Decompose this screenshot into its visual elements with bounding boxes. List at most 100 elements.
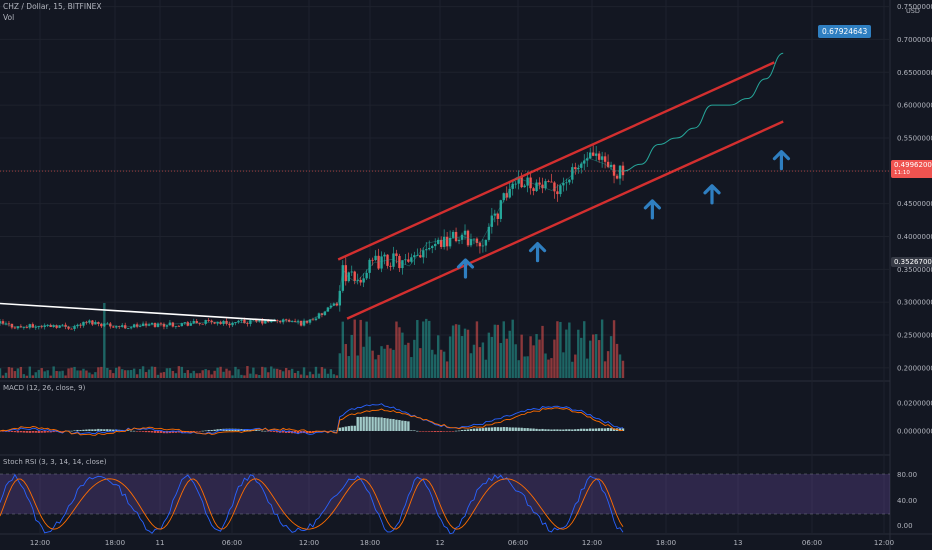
volume-bar: [377, 354, 380, 378]
volume-bar: [597, 340, 601, 378]
candle-body: [52, 325, 55, 327]
macd-histogram-bar: [407, 421, 410, 431]
candle-body: [502, 193, 505, 201]
target-price-tag[interactable]: 0.67924643: [818, 25, 872, 38]
candle-body: [0, 321, 2, 324]
candle-body: [580, 163, 583, 168]
candle-body: [597, 153, 601, 160]
candle-body: [258, 320, 261, 322]
price-axis[interactable]: 0.75000000 0.70000000 0.65000000 0.60000000…: [897, 3, 932, 372]
volume-bar: [4, 372, 8, 378]
candle-body: [407, 259, 410, 262]
candle-body: [228, 323, 231, 326]
candle-body: [49, 324, 52, 327]
macd-histogram-bar: [177, 431, 181, 433]
candle-body: [308, 319, 312, 323]
macd-histogram-bar: [532, 428, 535, 431]
volume-bar: [335, 375, 339, 378]
projection-path: [622, 52, 784, 172]
candle-body: [565, 182, 568, 184]
candle-body: [216, 321, 219, 324]
macd-histogram-bar: [419, 431, 422, 432]
volume-bar: [237, 369, 240, 378]
volume-bar: [305, 375, 309, 378]
macd-histogram-bar: [150, 431, 154, 433]
volume-bar: [383, 348, 386, 378]
volume-bar: [353, 319, 356, 378]
macd-histogram-bar: [25, 431, 29, 433]
volume-bar: [463, 328, 467, 378]
symbol-title[interactable]: CHZ / Dollar, 15, BITFINEX: [3, 2, 102, 11]
volume-bar: [311, 374, 315, 378]
macd-histogram-bar: [478, 428, 482, 431]
macd-histogram-bar: [195, 431, 198, 432]
volume-bar: [389, 348, 392, 378]
volume-bar: [91, 374, 94, 378]
volume-bar: [82, 368, 85, 378]
volume-bar: [612, 320, 616, 378]
candle-body: [279, 321, 282, 323]
time-tick-label: 12:00: [582, 539, 602, 547]
macd-histogram-bar: [174, 431, 178, 433]
candle-body: [276, 320, 279, 322]
candle-body: [571, 167, 574, 180]
volume-bar: [25, 375, 29, 378]
candle-body: [88, 320, 91, 323]
candle-body: [469, 239, 473, 246]
candle-body: [138, 326, 142, 327]
candle-body: [425, 249, 428, 251]
volume-bar: [261, 366, 264, 378]
volume-bar: [234, 366, 237, 378]
candle-body: [460, 234, 464, 240]
macd-histogram-bar: [496, 427, 500, 431]
candle-body: [368, 259, 371, 273]
macd-histogram-bar: [207, 430, 210, 431]
volume-bar: [28, 366, 32, 378]
candle-body: [612, 164, 616, 176]
macd-histogram-bar: [589, 428, 592, 431]
macd-histogram-bar: [141, 431, 145, 432]
macd-histogram-bar: [439, 431, 443, 432]
macd-histogram-bar: [603, 428, 607, 431]
candle-body: [436, 239, 440, 244]
volume-bar: [138, 369, 142, 378]
macd-histogram-bar: [493, 427, 497, 431]
volume-bar: [562, 352, 565, 378]
candle-body: [150, 323, 154, 325]
volume-bar: [425, 318, 428, 378]
volume-bar: [395, 321, 398, 378]
candle-body: [472, 238, 476, 240]
up-arrow-icon: [772, 150, 791, 171]
volume-bar: [240, 374, 243, 378]
volume-bar: [600, 319, 604, 378]
volume-bar: [40, 368, 43, 378]
candle-body: [374, 255, 377, 261]
candle-body: [159, 323, 163, 325]
macd-histogram-bar: [505, 427, 508, 431]
macd-histogram-bar: [112, 429, 115, 431]
macd-histogram-bar: [538, 429, 541, 431]
volume-bar: [177, 366, 181, 378]
volume-bar: [162, 372, 166, 378]
volume-bar: [347, 356, 350, 378]
candle-body: [603, 156, 607, 162]
volume-bar: [475, 321, 479, 378]
candle-body: [550, 181, 553, 183]
macd-histogram-bar: [305, 431, 309, 434]
macd-histogram-bar: [618, 428, 622, 431]
price-tick-label: 0.70000000: [897, 36, 932, 44]
macd-histogram-bar: [600, 428, 604, 431]
volume-bar: [153, 366, 157, 378]
volume-bar: [46, 370, 49, 378]
grid-layer: [0, 0, 890, 534]
candle-body: [365, 272, 368, 279]
macd-histogram-bar: [43, 431, 46, 433]
macd-histogram-bar: [434, 431, 437, 432]
macd-histogram-bar: [109, 429, 112, 431]
time-axis[interactable]: 12:00 18:00 11 06:00 12:00 18:00 12 06:00 12:00 1…: [30, 539, 894, 547]
macd-histogram-bar: [565, 429, 568, 431]
candle-body: [40, 326, 43, 328]
candle-body: [287, 319, 291, 322]
volume-bar: [186, 370, 189, 378]
macd-signal-line: [0, 407, 624, 436]
